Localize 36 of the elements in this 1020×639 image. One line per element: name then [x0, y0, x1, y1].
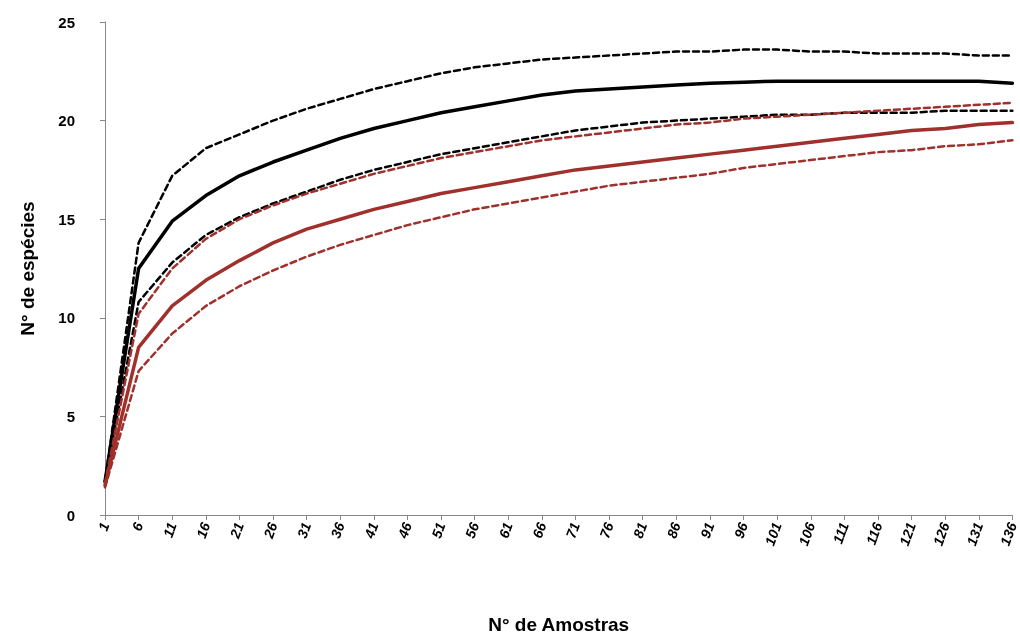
x-tick-label: 131	[963, 520, 987, 548]
x-tick-label: 41	[360, 520, 382, 542]
y-tick-label: 0	[66, 506, 75, 524]
x-tick-label: 51	[428, 520, 449, 541]
y-tick-label: 10	[58, 309, 75, 327]
x-tick-label: 66	[529, 520, 550, 541]
x-tick-label: 116	[862, 520, 886, 547]
x-tick-label: 71	[562, 520, 584, 541]
x-tick-label: 96	[730, 520, 752, 541]
x-tick-label: 56	[461, 520, 483, 541]
x-axis-title: N° de Amostras	[488, 614, 630, 635]
x-tick-label: 106	[795, 520, 819, 548]
x-tick-label: 81	[629, 520, 651, 541]
x-tick-label: 121	[896, 520, 920, 548]
y-tick-label: 5	[66, 407, 75, 425]
x-tick-label: 76	[596, 520, 617, 541]
y-tick-label: 25	[58, 13, 75, 31]
x-tick-label: 126	[929, 520, 953, 548]
x-tick-label: 1	[94, 520, 113, 534]
x-tick-label: 21	[226, 520, 248, 542]
x-tick-label: 31	[293, 520, 315, 541]
x-tick-label: 61	[495, 520, 516, 541]
x-tick-label: 91	[697, 520, 718, 541]
x-tick-label: 111	[829, 520, 852, 546]
x-tick-label: 11	[159, 520, 180, 540]
y-tick-label: 20	[58, 112, 75, 130]
x-tick-label: 26	[259, 520, 281, 542]
x-tick-label: 136	[996, 520, 1020, 548]
x-tick-label: 6	[128, 520, 147, 534]
x-tick-label: 36	[327, 520, 348, 541]
y-tick-label: 15	[58, 210, 75, 228]
x-tick-label: 46	[394, 520, 416, 542]
x-tick-label: 101	[761, 520, 785, 548]
x-tick-label: 86	[663, 520, 684, 541]
x-tick-label: 16	[192, 520, 214, 541]
y-axis-title: N° de espécies	[17, 201, 38, 336]
